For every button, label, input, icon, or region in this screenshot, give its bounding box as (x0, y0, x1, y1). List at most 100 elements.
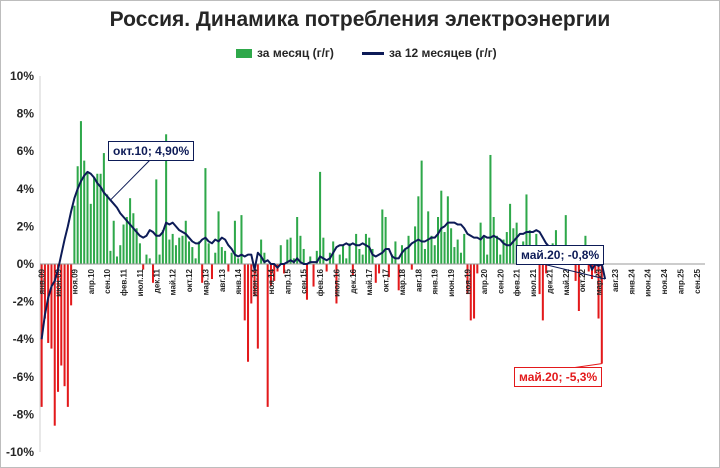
x-tick-label: апр.25 (676, 268, 685, 294)
bar-monthly (394, 241, 397, 264)
bar-monthly (86, 171, 89, 264)
bar-monthly (296, 217, 299, 264)
bar-monthly (515, 222, 518, 264)
bar-monthly (283, 264, 286, 274)
bar-monthly (273, 264, 276, 281)
bar-monthly (194, 258, 197, 264)
bar-monthly (201, 264, 204, 283)
bar-monthly (253, 264, 256, 296)
bar-monthly (181, 235, 184, 264)
bar-monthly (60, 264, 63, 366)
x-tick-label: мар.13 (201, 268, 210, 295)
bar-monthly (335, 264, 338, 304)
bar-monthly (145, 254, 148, 264)
bar-monthly (279, 245, 282, 264)
x-tick-label: окт.17 (382, 268, 391, 292)
bar-monthly (374, 264, 377, 283)
bar-monthly (50, 264, 53, 349)
x-tick-label: мар.23 (595, 268, 604, 295)
legend-item-monthly: за месяц (г/г) (236, 46, 334, 60)
bar-monthly (115, 256, 118, 264)
x-tick-label: май.12 (169, 268, 178, 295)
bar-monthly (148, 258, 151, 264)
bar-monthly (47, 264, 50, 343)
bar-monthly (168, 239, 171, 264)
bar-monthly (240, 215, 243, 264)
x-tick-label: янв.24 (627, 268, 636, 294)
x-tick-label: июн.14 (251, 268, 260, 296)
bar-monthly (204, 168, 207, 264)
y-tick-label: 4% (17, 182, 35, 196)
legend-item-12month: за 12 месяцев (г/г) (362, 46, 497, 60)
bar-monthly (600, 264, 603, 364)
legend-swatch-12month (362, 51, 384, 55)
legend-label-12month: за 12 месяцев (г/г) (389, 46, 497, 60)
x-tick-label: апр.15 (283, 268, 292, 294)
bar-monthly (597, 264, 600, 319)
bar-monthly (237, 258, 240, 264)
x-tick-label: окт.22 (578, 268, 587, 292)
x-tick-label: июл.16 (332, 268, 341, 296)
bar-monthly (466, 264, 469, 295)
bar-monthly (260, 239, 263, 264)
bar-monthly (93, 177, 96, 264)
x-tick-label: июн.24 (644, 268, 653, 296)
bar-monthly (256, 264, 259, 349)
bar-monthly (345, 258, 348, 264)
bar-monthly (486, 254, 489, 264)
bar-monthly (66, 264, 69, 407)
bar-monthly (404, 248, 407, 264)
bar-monthly (197, 241, 200, 264)
x-tick-label: апр.10 (87, 268, 96, 294)
x-tick-label: май.17 (365, 268, 374, 295)
x-tick-label: авг.18 (414, 268, 423, 292)
bar-monthly (459, 252, 462, 264)
y-tick-label: -8% (13, 407, 35, 421)
bar-monthly (119, 245, 122, 264)
bar-monthly (492, 217, 495, 264)
x-tick-label: июл.21 (529, 268, 538, 296)
bar-monthly (545, 264, 548, 274)
bar-monthly (417, 196, 420, 264)
bar-monthly (538, 264, 541, 295)
bar-monthly (456, 239, 459, 264)
bar-monthly (184, 220, 187, 264)
x-tick-label: июл.11 (136, 268, 145, 296)
bar-monthly (43, 264, 46, 319)
bar-monthly (109, 250, 112, 264)
bar-monthly (73, 205, 76, 264)
bar-monthly (135, 228, 138, 264)
x-tick-label: янв.19 (431, 268, 440, 294)
bar-monthly (142, 264, 145, 270)
y-tick-label: 10% (10, 69, 34, 83)
bar-monthly (430, 235, 433, 264)
bar-monthly (590, 264, 593, 280)
bar-monthly (391, 254, 394, 264)
bar-monthly (125, 217, 128, 264)
bar-monthly (309, 256, 312, 264)
y-tick-label: -2% (13, 295, 35, 309)
bar-monthly (106, 194, 109, 264)
x-tick-label: дек.16 (349, 268, 358, 293)
y-tick-label: -10% (6, 445, 34, 459)
x-tick-label: окт.12 (185, 268, 194, 292)
bar-monthly (57, 264, 60, 392)
x-tick-label: сен.15 (300, 268, 309, 293)
annotation-oct10: окт.10; 4,90% (108, 141, 195, 161)
bar-monthly (358, 248, 361, 264)
bar-monthly (53, 264, 56, 426)
x-tick-label: ноя.19 (464, 268, 473, 294)
bar-monthly (102, 153, 105, 264)
bar-monthly (191, 247, 194, 264)
bar-monthly (96, 173, 99, 264)
bar-monthly (129, 198, 132, 264)
bar-monthly (420, 160, 423, 264)
bar-monthly (63, 264, 66, 387)
y-tick-label: -6% (13, 370, 35, 384)
bar-monthly (155, 179, 158, 264)
bar-monthly (364, 233, 367, 264)
bar-monthly (387, 264, 390, 278)
bar-monthly (210, 264, 213, 280)
legend: за месяц (г/г) за 12 месяцев (г/г) (0, 46, 720, 64)
